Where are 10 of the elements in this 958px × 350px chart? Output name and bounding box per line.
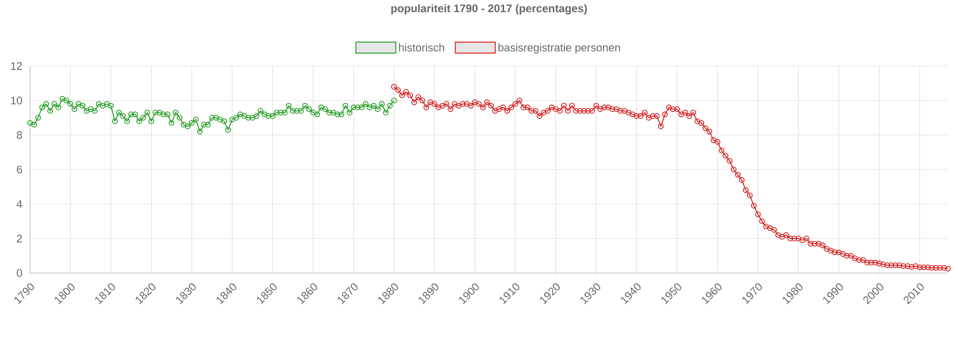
y-tick-label: 12 [11, 62, 22, 70]
y-tick-label: 6 [16, 166, 22, 174]
legend-label: basisregistratie personen [498, 43, 620, 54]
y-tick-label: 2 [16, 234, 22, 242]
y-tick-label: 10 [11, 96, 22, 104]
y-tick-label: 0 [16, 269, 22, 277]
legend-label: historisch [399, 43, 444, 52]
y-tick-label: 8 [16, 131, 22, 139]
chart-title: populariteit 1790 - 2017 (percentages) [391, 4, 587, 14]
y-tick-label: 4 [16, 200, 22, 208]
